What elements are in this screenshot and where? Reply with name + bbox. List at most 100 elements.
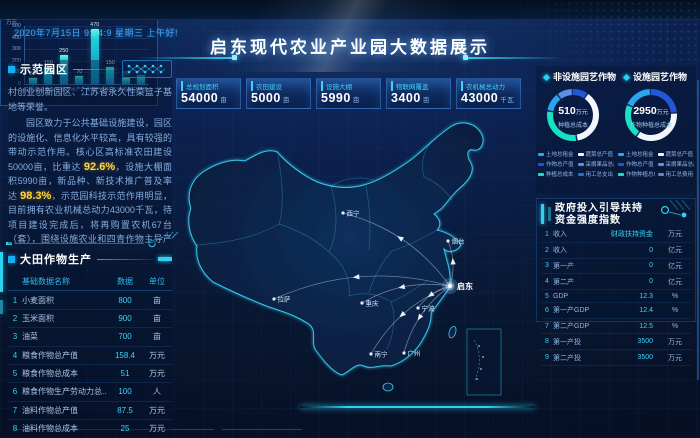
bar-value-label: 50	[29, 71, 36, 78]
nonfacility-donut-chart: 510万元 种植总成本	[544, 86, 602, 144]
bar-slot: 250	[56, 48, 72, 84]
gov-fund-title: 政府投入引导扶持 资金强度指数	[555, 203, 643, 226]
legend-item: 用工总费用	[657, 170, 695, 178]
donut-unit: 万元	[575, 110, 588, 116]
stat-card-label: 农田建设	[251, 81, 306, 91]
city-marker-南宁[interactable]: 南宁	[369, 350, 388, 359]
legend-chip	[657, 162, 664, 166]
bar[interactable]	[106, 66, 115, 84]
bar[interactable]	[137, 75, 146, 84]
bar-slot: 150	[103, 60, 119, 84]
table-row: 8 油料作物总成本 25 万元	[8, 420, 172, 432]
title-line-right	[466, 57, 562, 59]
stat-card-2[interactable]: 设施大棚 5990 亩	[316, 78, 381, 109]
city-marker-启东[interactable]: 启东	[442, 278, 473, 294]
stat-card-3[interactable]: 物联网覆盖 3400 亩	[386, 78, 451, 109]
gridline	[25, 60, 149, 62]
plot-area: 50150250704701505075	[24, 22, 149, 85]
bar[interactable]	[121, 78, 130, 84]
city-marker-重庆[interactable]: 重庆	[360, 299, 379, 308]
gov-fund-table: 1 收入 财政扶持资金 万元 2 收入 0 亿元 3 第一产 0 亿元 4 第二产 0 亿元 5 GDP 12.3%…	[541, 227, 691, 367]
bar-category-label: 总收入	[39, 87, 55, 93]
col-value: 数据	[117, 277, 133, 287]
header-bar-decor	[541, 204, 544, 224]
city-marker-宁波[interactable]: 宁波	[416, 304, 435, 313]
flight-routes	[273, 212, 456, 355]
bar-category-label: 养殖本	[117, 87, 133, 93]
stat-card-4[interactable]: 农机械总动力 43000 千瓦	[456, 78, 521, 109]
table-row: 6 第一产GDP 12.4%	[541, 303, 691, 319]
table-row: 7 第二产GDP 12.5%	[541, 319, 691, 335]
city-marker-拉萨[interactable]: 拉萨	[272, 295, 291, 304]
bar[interactable]	[28, 78, 37, 84]
network-dots-icon	[122, 60, 172, 78]
bar-slot: 50	[25, 71, 41, 84]
bar-value-label: 150	[105, 59, 115, 66]
panel-demo-park: 示范园区 村创业创新园区、江苏省永久性菜篮子基地等荣誉。园区致力于公共基础设施建…	[8, 60, 172, 244]
city-label: 南宁	[375, 350, 389, 359]
south-china-sea-inset	[466, 328, 502, 396]
stat-card-unit: 亩	[352, 97, 360, 104]
city-label: 重庆	[366, 299, 380, 308]
bar-category-label: 总开支	[132, 87, 148, 93]
legend-item: 土地总租金	[618, 150, 655, 158]
gridline	[25, 26, 149, 27]
legend-chip	[657, 172, 664, 176]
plane-icon	[397, 235, 405, 242]
panel-bullet-icon	[8, 255, 15, 263]
legend-chip	[577, 162, 584, 166]
stat-card-row: 总规划面积 54000 亩农田建设 5000 亩设施大棚 5990 亩物联网覆盖 3400 亩农…	[176, 78, 521, 109]
bottom-line-decor	[14, 429, 214, 430]
legend-chip	[618, 172, 624, 176]
bar[interactable]	[44, 66, 53, 84]
province-borders	[194, 140, 453, 350]
plane-icon	[427, 291, 435, 298]
y-tick: 500	[11, 23, 21, 29]
stat-card-0[interactable]: 总规划面积 54000 亩	[176, 78, 241, 109]
city-label: 广州	[408, 349, 421, 358]
park-paragraph: 园区致力于公共基础设施建设，园区的设施化、信息化水平较高，具有较强的带动示范作用…	[8, 118, 172, 244]
park-paragraph: 村创业创新园区、江苏省永久性菜篮子基地等荣誉。	[8, 87, 172, 112]
legend-item: 种植总成本	[538, 170, 575, 178]
city-marker-广州[interactable]: 广州	[402, 349, 421, 358]
legend-item: 用工总支出	[577, 170, 615, 178]
facility-title: 设施园艺作物	[624, 70, 687, 83]
bar[interactable]	[59, 55, 68, 84]
plane-icon	[417, 313, 424, 321]
legend-chip	[577, 172, 584, 176]
left-edge-accent	[0, 252, 3, 292]
stat-card-label: 农机械总动力	[461, 81, 516, 91]
y-tick: 200	[11, 57, 21, 64]
field-crops-table: 基础数据名称 数据 单位 1 小麦面积 800 亩 2 玉米面积 900 亩 3 油菜 700 亩 4 粮…	[8, 273, 172, 432]
flight-arc	[370, 285, 451, 355]
legend-item: 作物总产值	[538, 160, 575, 168]
title-node-right	[463, 55, 468, 60]
flight-arc	[273, 275, 451, 300]
bar-category-label: 总租金	[24, 87, 40, 93]
demo-park-title: 示范园区	[20, 64, 68, 76]
bar[interactable]	[90, 29, 99, 84]
donut-label: 作物种植总成本	[629, 123, 672, 129]
stat-card-label: 物联网覆盖	[391, 81, 446, 91]
legend-chip	[657, 152, 664, 156]
panel-gov-fund: 政府投入引导扶持 资金强度指数 1 收入 财政扶持资金 万元 2 收入 0 亿元 3 第一产 0 亿元…	[536, 198, 696, 367]
bottom-glow-line	[300, 406, 535, 408]
y-tick: 100	[11, 69, 21, 76]
stat-card-label: 总规划面积	[181, 81, 236, 91]
right-edge-line	[697, 80, 699, 380]
bar[interactable]	[75, 75, 84, 84]
city-marker-烟台[interactable]: 烟台	[446, 237, 465, 246]
city-marker-西宁[interactable]: 西宁	[341, 209, 360, 218]
col-name: 基础数据名称	[22, 277, 70, 287]
bar-value-label: 470	[90, 22, 100, 29]
panel-field-crops: 大田作物生产 基础数据名称 数据 单位 1 小麦面积 800 亩 2 玉米面积 900 亩 3 油…	[8, 250, 172, 432]
hainan-island	[382, 382, 394, 392]
gridline	[25, 37, 149, 39]
legend-item: 采摘果品总产值	[657, 160, 694, 168]
stat-card-1[interactable]: 农田建设 5000 亩	[246, 78, 311, 109]
table-row: 2 玉米面积 900 亩	[8, 310, 172, 329]
stat-card-unit: 亩	[422, 97, 430, 104]
